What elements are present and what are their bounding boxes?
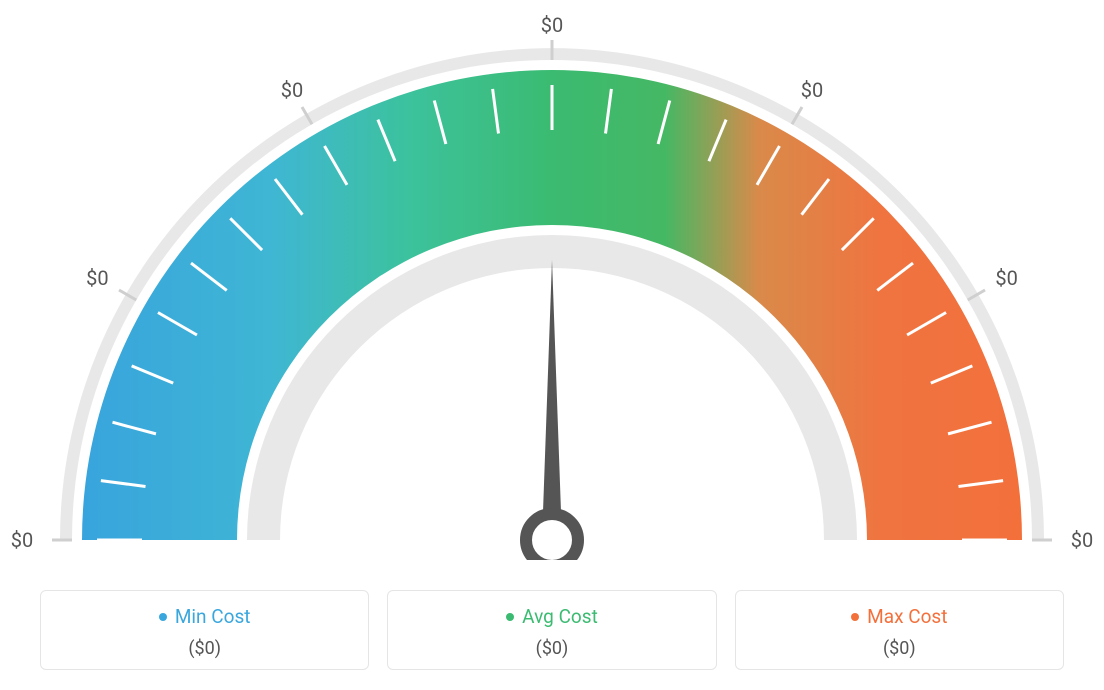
legend-label-min: Min Cost — [175, 605, 251, 628]
legend-label-avg: Avg Cost — [522, 605, 598, 628]
legend-label-row-avg: Avg Cost — [398, 605, 705, 628]
gauge-tick-label: $0 — [281, 78, 303, 102]
legend-value-max: ($0) — [746, 638, 1053, 659]
gauge-chart-container: $0 $0 $0 $0 $0 $0 $0 Min Cost ($0) Avg Cost ($… — [0, 0, 1104, 690]
legend-box-min: Min Cost ($0) — [40, 590, 369, 670]
legend-dot-max — [851, 613, 859, 621]
gauge-tick-label: $0 — [541, 13, 563, 37]
legend-label-max: Max Cost — [867, 605, 947, 628]
legend-row: Min Cost ($0) Avg Cost ($0) Max Cost ($0… — [40, 590, 1064, 670]
gauge-svg — [0, 0, 1104, 560]
legend-dot-min — [159, 613, 167, 621]
legend-label-row-min: Min Cost — [51, 605, 358, 628]
legend-dot-avg — [506, 613, 514, 621]
gauge-tick-label: $0 — [801, 78, 823, 102]
gauge-area: $0 $0 $0 $0 $0 $0 $0 — [0, 0, 1104, 560]
legend-box-max: Max Cost ($0) — [735, 590, 1064, 670]
legend-box-avg: Avg Cost ($0) — [387, 590, 716, 670]
legend-value-avg: ($0) — [398, 638, 705, 659]
legend-label-row-max: Max Cost — [746, 605, 1053, 628]
legend-value-min: ($0) — [51, 638, 358, 659]
gauge-tick-label: $0 — [995, 266, 1017, 290]
gauge-tick-label: $0 — [1071, 528, 1093, 552]
gauge-tick-label: $0 — [11, 528, 33, 552]
gauge-tick-label: $0 — [86, 266, 108, 290]
